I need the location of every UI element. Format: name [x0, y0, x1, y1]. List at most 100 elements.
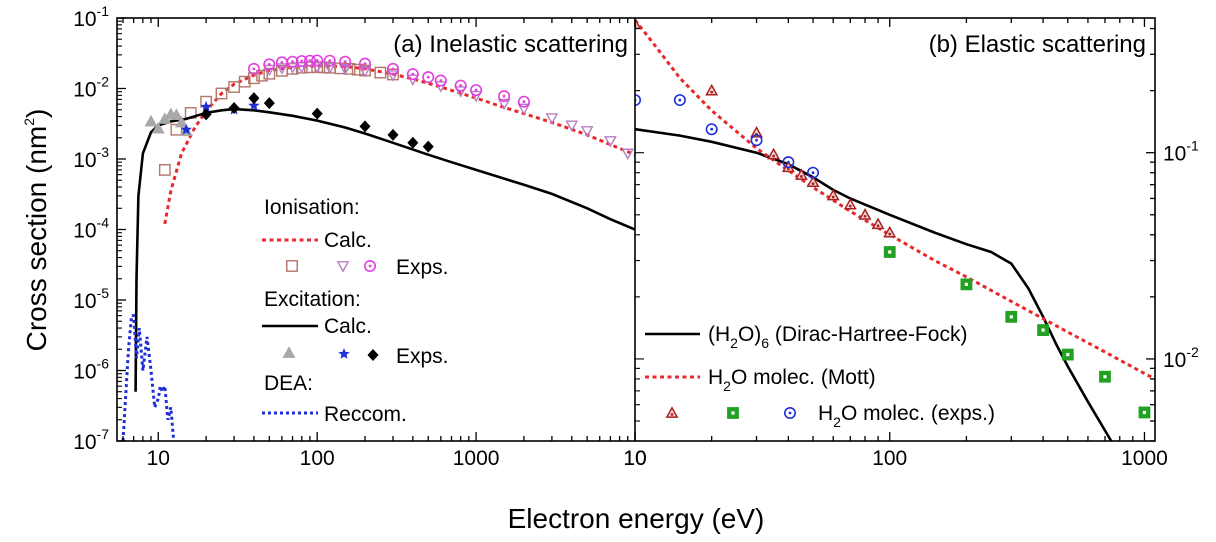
a-ion_exp3-point-2-dot — [280, 60, 284, 64]
legend-exps-triangle-shape — [665, 406, 679, 418]
panel-b-plot — [635, 18, 1155, 441]
legend-dhf-label: (H2O)6 (Dirac-Hartree-Fock) — [708, 323, 967, 351]
b-el_exp2-point-2 — [1005, 310, 1018, 323]
a-y-tick-label: 10-2 — [73, 74, 109, 102]
a-ion_exp3-point-3-dot — [291, 60, 294, 64]
a-ion_calc-line — [163, 64, 635, 225]
legend-dea-heading: DEA: — [264, 372, 313, 395]
a-ion_exp1-point-0 — [158, 164, 171, 176]
a-ion_exp3-point-7-shape — [323, 54, 336, 67]
legend-ionisation-exp-circle-shape — [363, 259, 376, 272]
a-exc_exp3-point-0 — [200, 108, 212, 121]
b-el_exp2-point-5-dot — [1103, 375, 1107, 379]
a-ion_exp1-point-1-shape — [170, 123, 183, 136]
b-el_exp1-point-5-dot — [799, 175, 803, 178]
b-el_exp1-point-9-shape — [858, 208, 872, 220]
b-el_exp3-point-5-dot — [811, 171, 815, 175]
a-ion_exp1-point-4 — [215, 87, 228, 100]
a-y-tick-label: 10-1 — [73, 3, 109, 31]
b-el_exp3-point-2 — [705, 123, 718, 136]
panel-b-title: (b) Elastic scattering — [929, 31, 1146, 58]
a-ion_exp3-point-9-shape — [359, 57, 372, 70]
a-ion_exp3-point-9-dot — [363, 62, 367, 66]
b-el_exp1-point-9 — [858, 208, 872, 220]
a-ion_exp1-point-21 — [374, 66, 387, 79]
a-ion_exp2-point-18 — [603, 136, 617, 148]
a-ion_exp1-point-9-shape — [263, 67, 276, 80]
a-ion_exp1-point-6-shape — [238, 75, 251, 88]
a-y-tick-label: 10-3 — [73, 144, 109, 172]
b-el_exp2-point-0-dot — [888, 250, 892, 254]
a-ion_exp3-point-0-dot — [252, 67, 256, 71]
a-ion_exp2-point-7 — [358, 65, 372, 78]
legend-excitation-heading: Excitation: — [264, 288, 361, 311]
legend-exps-triangle — [665, 406, 679, 418]
legend-excitation-exp-diamond — [367, 349, 379, 361]
a-x-tick-label: 10 — [147, 447, 170, 470]
b-el_exp2-point-1 — [960, 278, 973, 291]
b-el_exp1-point-5-shape — [794, 168, 808, 180]
a-ion_exp2-point-15 — [545, 113, 559, 125]
b-el_exp1-point-6-dot — [811, 182, 815, 186]
legend-excitation-calc-label: Calc. — [324, 315, 372, 338]
a-ion_exp3-point-10 — [386, 62, 399, 75]
b-el_exp1-point-7-shape — [826, 188, 840, 201]
a-ion_exp3-point-15-shape — [470, 84, 483, 97]
panel-a-plot — [121, 54, 635, 441]
b-el_exp3-point-1 — [673, 94, 686, 107]
legend-exps-square — [727, 407, 739, 419]
b-el_exp3-point-3 — [750, 134, 763, 147]
a-exc_exp3-point-6 — [387, 128, 399, 141]
legend-exps-square-dot — [731, 411, 735, 415]
b-el_exp1-point-8-shape — [843, 197, 857, 210]
legend-exps-triangle-dot — [670, 413, 674, 416]
panel-a-title: (a) Inelastic scattering — [393, 31, 628, 58]
a-ion_exp3-point-14-dot — [459, 84, 463, 87]
a-ion_exp1-point-8 — [256, 69, 268, 82]
a-ion_exp3-point-16 — [498, 90, 511, 103]
panel-b-legend: (H2O)6 (Dirac-Hartree-Fock) H2O molec. (… — [645, 323, 995, 430]
a-ion_exp3-point-6-shape — [311, 54, 324, 67]
b-el_exp3-point-4 — [782, 156, 795, 169]
a-exc_exp3-point-3 — [263, 97, 275, 110]
a-ion_exp3-point-3-shape — [286, 55, 299, 68]
a-ion_exp3-point-7-dot — [328, 59, 332, 63]
a-ion_exp2-point-6 — [338, 63, 352, 76]
b-el_exp1-point-6-shape — [806, 175, 820, 188]
a-ion_exp1-point-15-shape — [317, 61, 330, 74]
legend-excitation-exp-triangle — [282, 346, 296, 358]
a-exc_exp1-point-1-shape — [151, 121, 165, 134]
a-exc_exp3-point-1 — [228, 101, 240, 114]
x-axis-label: Electron energy (eV) — [508, 503, 765, 534]
a-ion_exp1-point-7 — [248, 72, 260, 85]
b-el_exp1-point-11 — [883, 225, 897, 238]
legend-excitation-exp-triangle-shape — [282, 346, 296, 358]
legend-excitation-exps-label: Exps. — [396, 345, 449, 368]
b-el_exp2-point-1-dot — [964, 282, 969, 286]
b-el_exp2-point-6-dot — [1142, 410, 1147, 415]
b-el_exp1-point-10-shape — [871, 217, 885, 230]
a-ion_exp2-point-4 — [310, 61, 324, 74]
a-ion_exp3-point-11 — [406, 68, 419, 81]
legend-dea-label: Reccom. — [324, 403, 407, 426]
legend-ionisation-exp-square — [286, 260, 298, 272]
a-exc_exp1-point-1 — [151, 121, 165, 134]
a-exc_exp3-point-4 — [311, 107, 323, 120]
b-el_exp2-point-0 — [883, 246, 896, 258]
a-ion_exp3-point-15-dot — [474, 88, 478, 92]
a-ion_exp3-point-5-shape — [303, 54, 316, 67]
b-el_exp1-point-2-shape — [750, 125, 764, 138]
a-ion_exp3-point-17-shape — [517, 95, 530, 108]
b-el_exp1-point-7 — [826, 188, 840, 201]
a-ion_exp2-point-16 — [565, 120, 579, 133]
a-ion_exp3-point-4-shape — [295, 55, 308, 68]
b-el_exp3-point-1-shape — [673, 94, 686, 107]
legend-ionisation-exp-triangle — [336, 261, 350, 273]
a-exc_exp2-point-0 — [180, 123, 192, 135]
b-el_exp3-point-2-shape — [705, 123, 718, 136]
a-ion_exp3-point-13-dot — [439, 79, 443, 82]
a-ion_exp3-point-1 — [263, 58, 276, 71]
a-ion_exp3-point-5 — [303, 54, 316, 67]
b-el_exp1-point-11-shape — [883, 225, 897, 238]
a-y-tick-label: 10-4 — [73, 215, 109, 243]
